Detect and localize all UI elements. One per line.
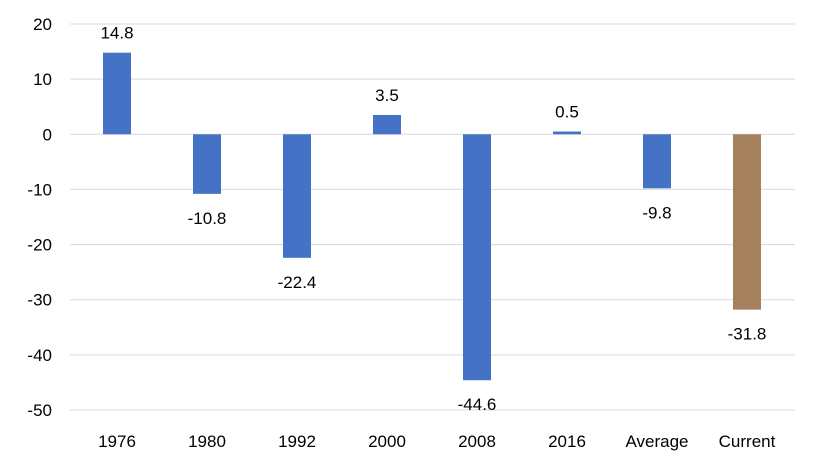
grid-lines [70,23,795,411]
bars [103,52,761,381]
bar-1992 [283,134,311,258]
category-label: 1980 [188,432,226,451]
data-label: -22.4 [278,273,317,292]
data-label: 3.5 [375,86,399,105]
bar-average [643,134,671,189]
y-axis-tick-labels: 20 10 0 -10 -20 -30 -40 -50 [27,15,52,420]
category-label: Average [625,432,688,451]
y-tick-label: -30 [27,291,52,310]
y-tick-label: 10 [33,70,52,89]
data-label: -9.8 [642,203,671,222]
data-label: 14.8 [100,24,133,43]
category-label: Current [719,432,776,451]
category-label: 2016 [548,432,586,451]
bar-2016 [553,131,581,135]
y-tick-label: -20 [27,236,52,255]
bar-2008 [463,134,491,381]
category-label: 1976 [98,432,136,451]
data-label: -44.6 [458,395,497,414]
bar-1980 [193,134,221,194]
category-label: 2008 [458,432,496,451]
category-labels: 1976 1980 1992 2000 2008 2016 Average Current [98,432,776,451]
data-labels: 14.8 -10.8 -22.4 3.5 -44.6 0.5 -9.8 -31.8 [100,24,766,415]
bar-current [733,134,761,310]
category-label: 1992 [278,432,316,451]
bar-1976 [103,52,131,135]
y-tick-label: -40 [27,346,52,365]
y-tick-label: -10 [27,180,52,199]
bar-2000 [373,114,401,135]
y-tick-label: -50 [27,401,52,420]
y-tick-label: 0 [43,125,52,144]
data-label: -10.8 [188,209,227,228]
data-label: 0.5 [555,103,579,122]
category-label: 2000 [368,432,406,451]
data-label: -31.8 [728,325,767,344]
y-tick-label: 20 [33,15,52,34]
